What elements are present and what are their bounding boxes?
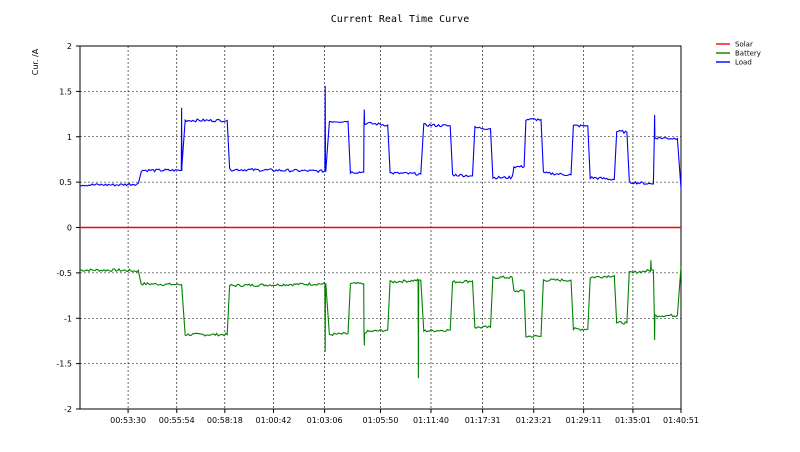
- x-tick-label: 01:40:51: [663, 416, 699, 425]
- y-tick-label: -0.5: [56, 269, 72, 278]
- y-tick-label: 0.5: [59, 178, 72, 187]
- x-tick-label: 01:05:50: [363, 416, 399, 425]
- y-tick-label: -2: [64, 405, 72, 414]
- x-tick-label: 00:58:18: [207, 416, 243, 425]
- y-axis-label: Cur. /A: [31, 48, 40, 75]
- x-tick-label: 01:29:11: [566, 416, 602, 425]
- legend-label-battery: Battery: [735, 50, 761, 58]
- y-tick-label: -1: [64, 314, 72, 323]
- series-line-load: [80, 85, 682, 189]
- x-tick-label: 01:03:06: [307, 416, 343, 425]
- x-tick-label: 00:55:54: [159, 416, 195, 425]
- y-tick-label: 1: [67, 133, 72, 142]
- chart-title: Current Real Time Curve: [331, 14, 469, 25]
- y-tick-label: 1.5: [59, 87, 72, 96]
- x-tick-label: 00:53:30: [110, 416, 146, 425]
- y-tick-label: 2: [67, 42, 72, 51]
- y-tick-label: -1.5: [56, 360, 72, 369]
- x-tick-label: 01:23:21: [516, 416, 552, 425]
- series-line-battery: [79, 260, 682, 379]
- plot-area: 2 1.5 1 0.5 0 -0.5 -1 -1.5 -2 00:53:30 00:55:54 00:…: [56, 42, 699, 425]
- x-tick-label: 01:35:01: [615, 416, 651, 425]
- x-tick-label: 01:17:31: [465, 416, 501, 425]
- legend-label-load: Load: [735, 59, 752, 67]
- x-tick-label: 01:11:40: [413, 416, 449, 425]
- y-tick-label: 0: [67, 224, 72, 233]
- legend-label-solar: Solar: [735, 41, 753, 49]
- x-tick-label: 01:00:42: [256, 416, 292, 425]
